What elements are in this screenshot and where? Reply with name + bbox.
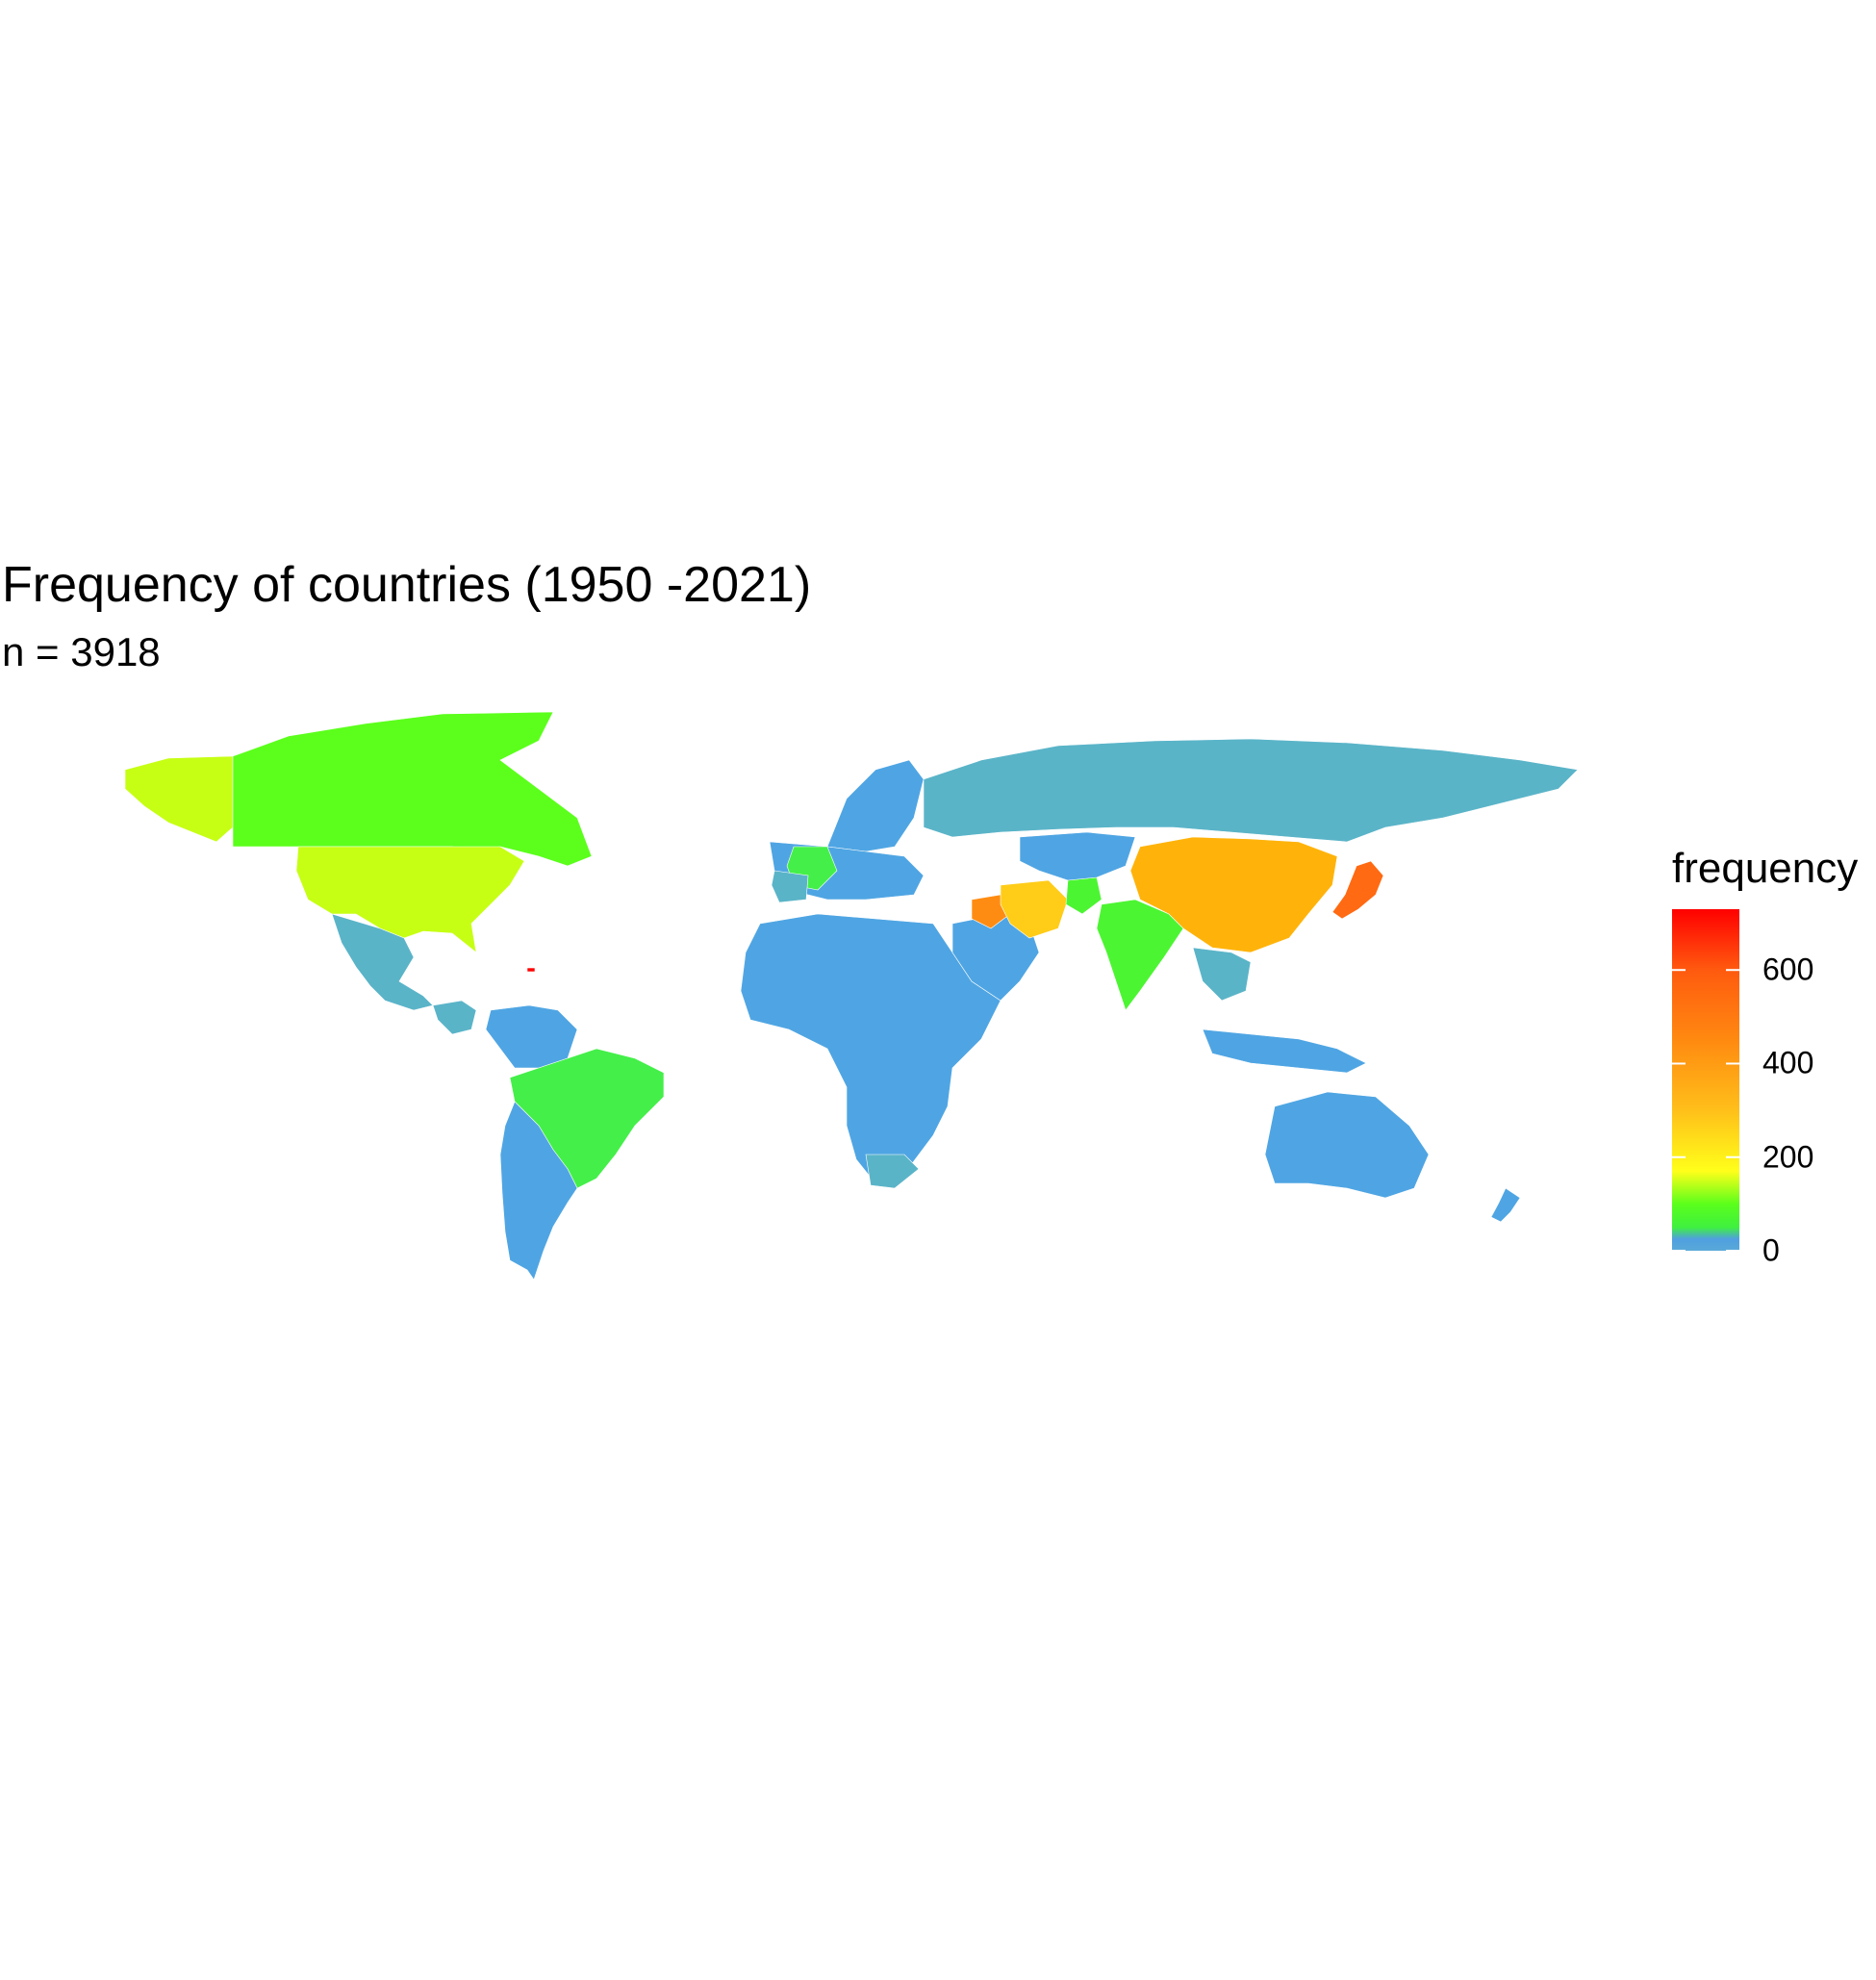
region-canada bbox=[232, 711, 593, 867]
region-new-zealand bbox=[1490, 1187, 1521, 1223]
region-alaska bbox=[124, 755, 234, 843]
region-russia bbox=[923, 738, 1579, 843]
legend-tick-label: 400 bbox=[1762, 1045, 1814, 1080]
map-title: Frequency of countries (1950 -2021) bbox=[2, 557, 812, 613]
region-southeast-asia bbox=[1192, 947, 1252, 1002]
legend-title: frequency bbox=[1672, 845, 1859, 892]
legend-tick-label: 200 bbox=[1762, 1139, 1814, 1175]
region-japan bbox=[1331, 860, 1384, 920]
region-south-america-north bbox=[485, 1004, 578, 1069]
region-iran bbox=[1000, 879, 1069, 939]
legend-tick-label: 600 bbox=[1762, 952, 1814, 987]
region-central-america bbox=[432, 1000, 477, 1035]
region-scandinavia bbox=[826, 759, 925, 852]
region-australia bbox=[1264, 1091, 1430, 1199]
region-indonesia bbox=[1202, 1028, 1367, 1074]
region-puerto-rico bbox=[526, 967, 536, 973]
legend-colorbar bbox=[1672, 909, 1739, 1251]
legend-ticks bbox=[1672, 969, 1739, 1252]
region-south-africa bbox=[865, 1154, 920, 1189]
region-china bbox=[1129, 836, 1338, 953]
legend-tick-label: 0 bbox=[1762, 1232, 1780, 1268]
region-south-america-south bbox=[499, 1101, 578, 1281]
region-spain bbox=[771, 870, 809, 903]
map-subtitle: n = 3918 bbox=[2, 629, 161, 674]
region-africa bbox=[740, 913, 1001, 1184]
region-india bbox=[1096, 899, 1184, 1011]
map-regions bbox=[124, 711, 1579, 1281]
region-united-states bbox=[295, 846, 525, 953]
region-central-asia bbox=[1019, 831, 1136, 881]
region-afghanistan bbox=[1065, 876, 1103, 915]
legend bbox=[1672, 909, 1739, 1252]
